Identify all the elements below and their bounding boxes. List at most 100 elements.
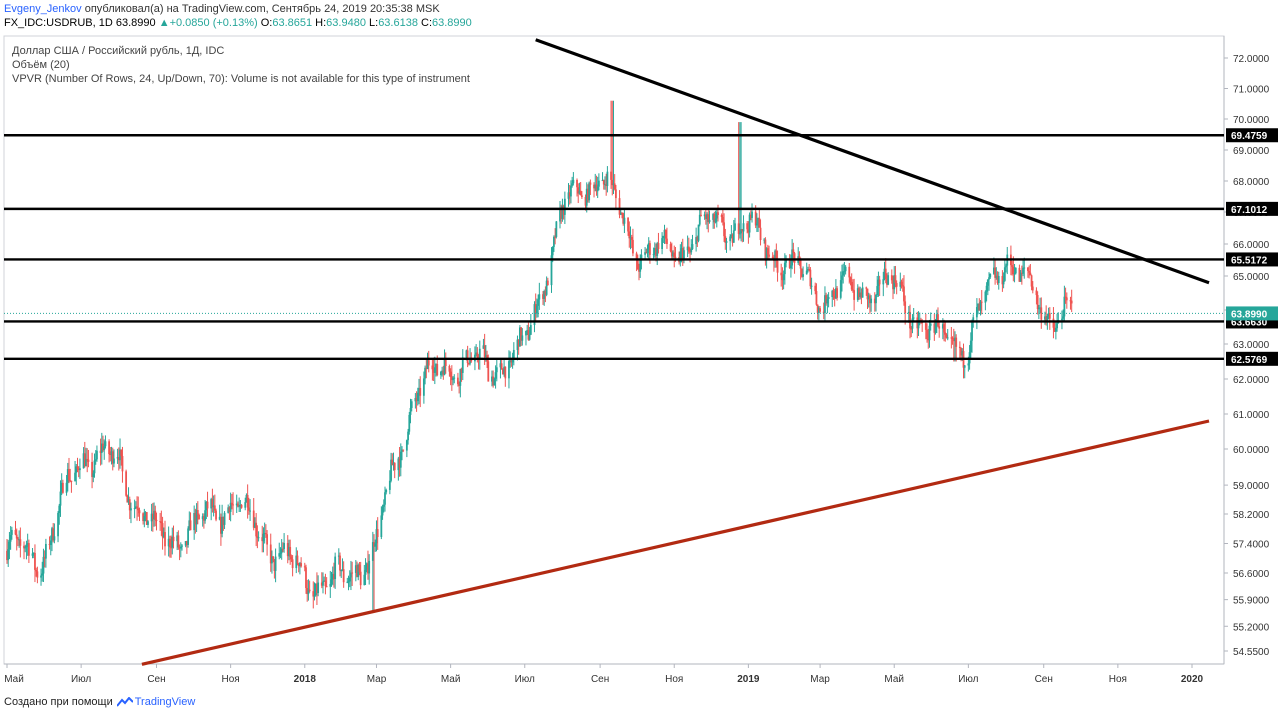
candle xyxy=(561,198,564,222)
candle xyxy=(501,368,504,375)
candle xyxy=(895,280,898,295)
candle xyxy=(263,522,266,544)
candle xyxy=(589,179,592,195)
candle xyxy=(893,266,896,294)
candle xyxy=(1022,260,1024,277)
candle xyxy=(758,209,761,228)
candle xyxy=(819,305,821,314)
level-axis-badge xyxy=(1226,252,1278,267)
candle xyxy=(237,501,239,508)
candle xyxy=(875,294,877,312)
candle xyxy=(31,547,34,559)
time-axis[interactable]: Май Июл Сен Ноя 2018 Мар Май Июл Сен Ноя 2019 Мар Ма… xyxy=(4,664,1204,685)
candle xyxy=(427,350,430,373)
candle xyxy=(239,500,242,512)
candle xyxy=(368,554,371,585)
candle xyxy=(1070,289,1073,313)
candle xyxy=(572,172,575,186)
plot-area[interactable] xyxy=(3,35,1225,665)
candle xyxy=(568,184,571,205)
candle xyxy=(933,313,936,341)
candle xyxy=(171,527,174,555)
x-tick-label: Ноя xyxy=(222,674,240,685)
candle xyxy=(398,447,401,477)
candle xyxy=(189,512,192,531)
candle xyxy=(570,180,572,204)
candle xyxy=(10,526,13,540)
candle xyxy=(323,576,326,582)
candle xyxy=(433,356,436,385)
candle xyxy=(154,505,157,527)
x-tick-label: Июл xyxy=(958,674,978,685)
candle xyxy=(1003,259,1006,282)
candle xyxy=(144,511,147,522)
candle xyxy=(117,447,120,471)
price-axis[interactable]: 72.000071.000070.000069.000068.000067.00… xyxy=(1224,54,1278,658)
candle xyxy=(329,570,332,598)
candle xyxy=(306,579,309,602)
candle xyxy=(35,567,38,577)
x-tick-label: Ноя xyxy=(1109,674,1127,685)
candle xyxy=(800,268,803,278)
candle xyxy=(877,271,880,297)
candle xyxy=(111,447,114,471)
candle xyxy=(126,494,129,503)
candle xyxy=(198,513,200,520)
candle xyxy=(878,275,881,296)
candle xyxy=(218,504,221,521)
candle xyxy=(27,539,30,564)
candle xyxy=(246,484,249,519)
candle xyxy=(764,237,767,266)
candle xyxy=(610,100,612,189)
author-link[interactable]: Evgeny_Jenkov xyxy=(4,3,82,15)
candle xyxy=(576,178,578,197)
candle xyxy=(223,511,226,530)
candle xyxy=(244,497,247,511)
candle xyxy=(980,290,983,315)
candle xyxy=(79,458,81,479)
candle xyxy=(734,217,736,232)
candle xyxy=(136,496,138,521)
trendline-resistance[interactable] xyxy=(535,38,1210,285)
candle xyxy=(66,462,69,492)
candle xyxy=(104,435,107,449)
candle xyxy=(32,552,35,559)
trendline-support[interactable] xyxy=(141,419,1210,666)
candle xyxy=(1019,270,1022,282)
candle xyxy=(848,262,851,284)
trendlines-layer xyxy=(141,38,1210,666)
candle xyxy=(615,184,617,209)
candle xyxy=(639,254,642,278)
candle xyxy=(416,387,419,406)
candle xyxy=(96,445,98,462)
candle xyxy=(384,486,386,512)
candle xyxy=(955,334,958,362)
candle xyxy=(220,513,222,546)
candle xyxy=(113,449,115,468)
candle xyxy=(127,487,130,505)
candle xyxy=(912,308,915,321)
high-value: 63.9480 xyxy=(326,17,366,29)
candle xyxy=(279,547,282,559)
candle xyxy=(435,363,437,377)
candle xyxy=(303,562,306,572)
candle xyxy=(245,493,248,503)
candle xyxy=(691,234,694,250)
candle xyxy=(588,181,591,203)
candle xyxy=(646,244,649,258)
candle xyxy=(160,510,163,536)
candle xyxy=(996,271,999,285)
candle xyxy=(442,365,445,380)
candle xyxy=(87,449,90,468)
candle xyxy=(392,452,395,471)
candle xyxy=(916,311,919,339)
candle xyxy=(731,233,734,247)
candle xyxy=(1054,321,1057,340)
candle xyxy=(196,501,199,525)
x-tick-label: Май xyxy=(441,674,461,685)
candle xyxy=(194,508,197,534)
candle xyxy=(460,367,463,382)
candle xyxy=(979,300,982,316)
tradingview-logo[interactable]: TradingView xyxy=(116,696,195,708)
